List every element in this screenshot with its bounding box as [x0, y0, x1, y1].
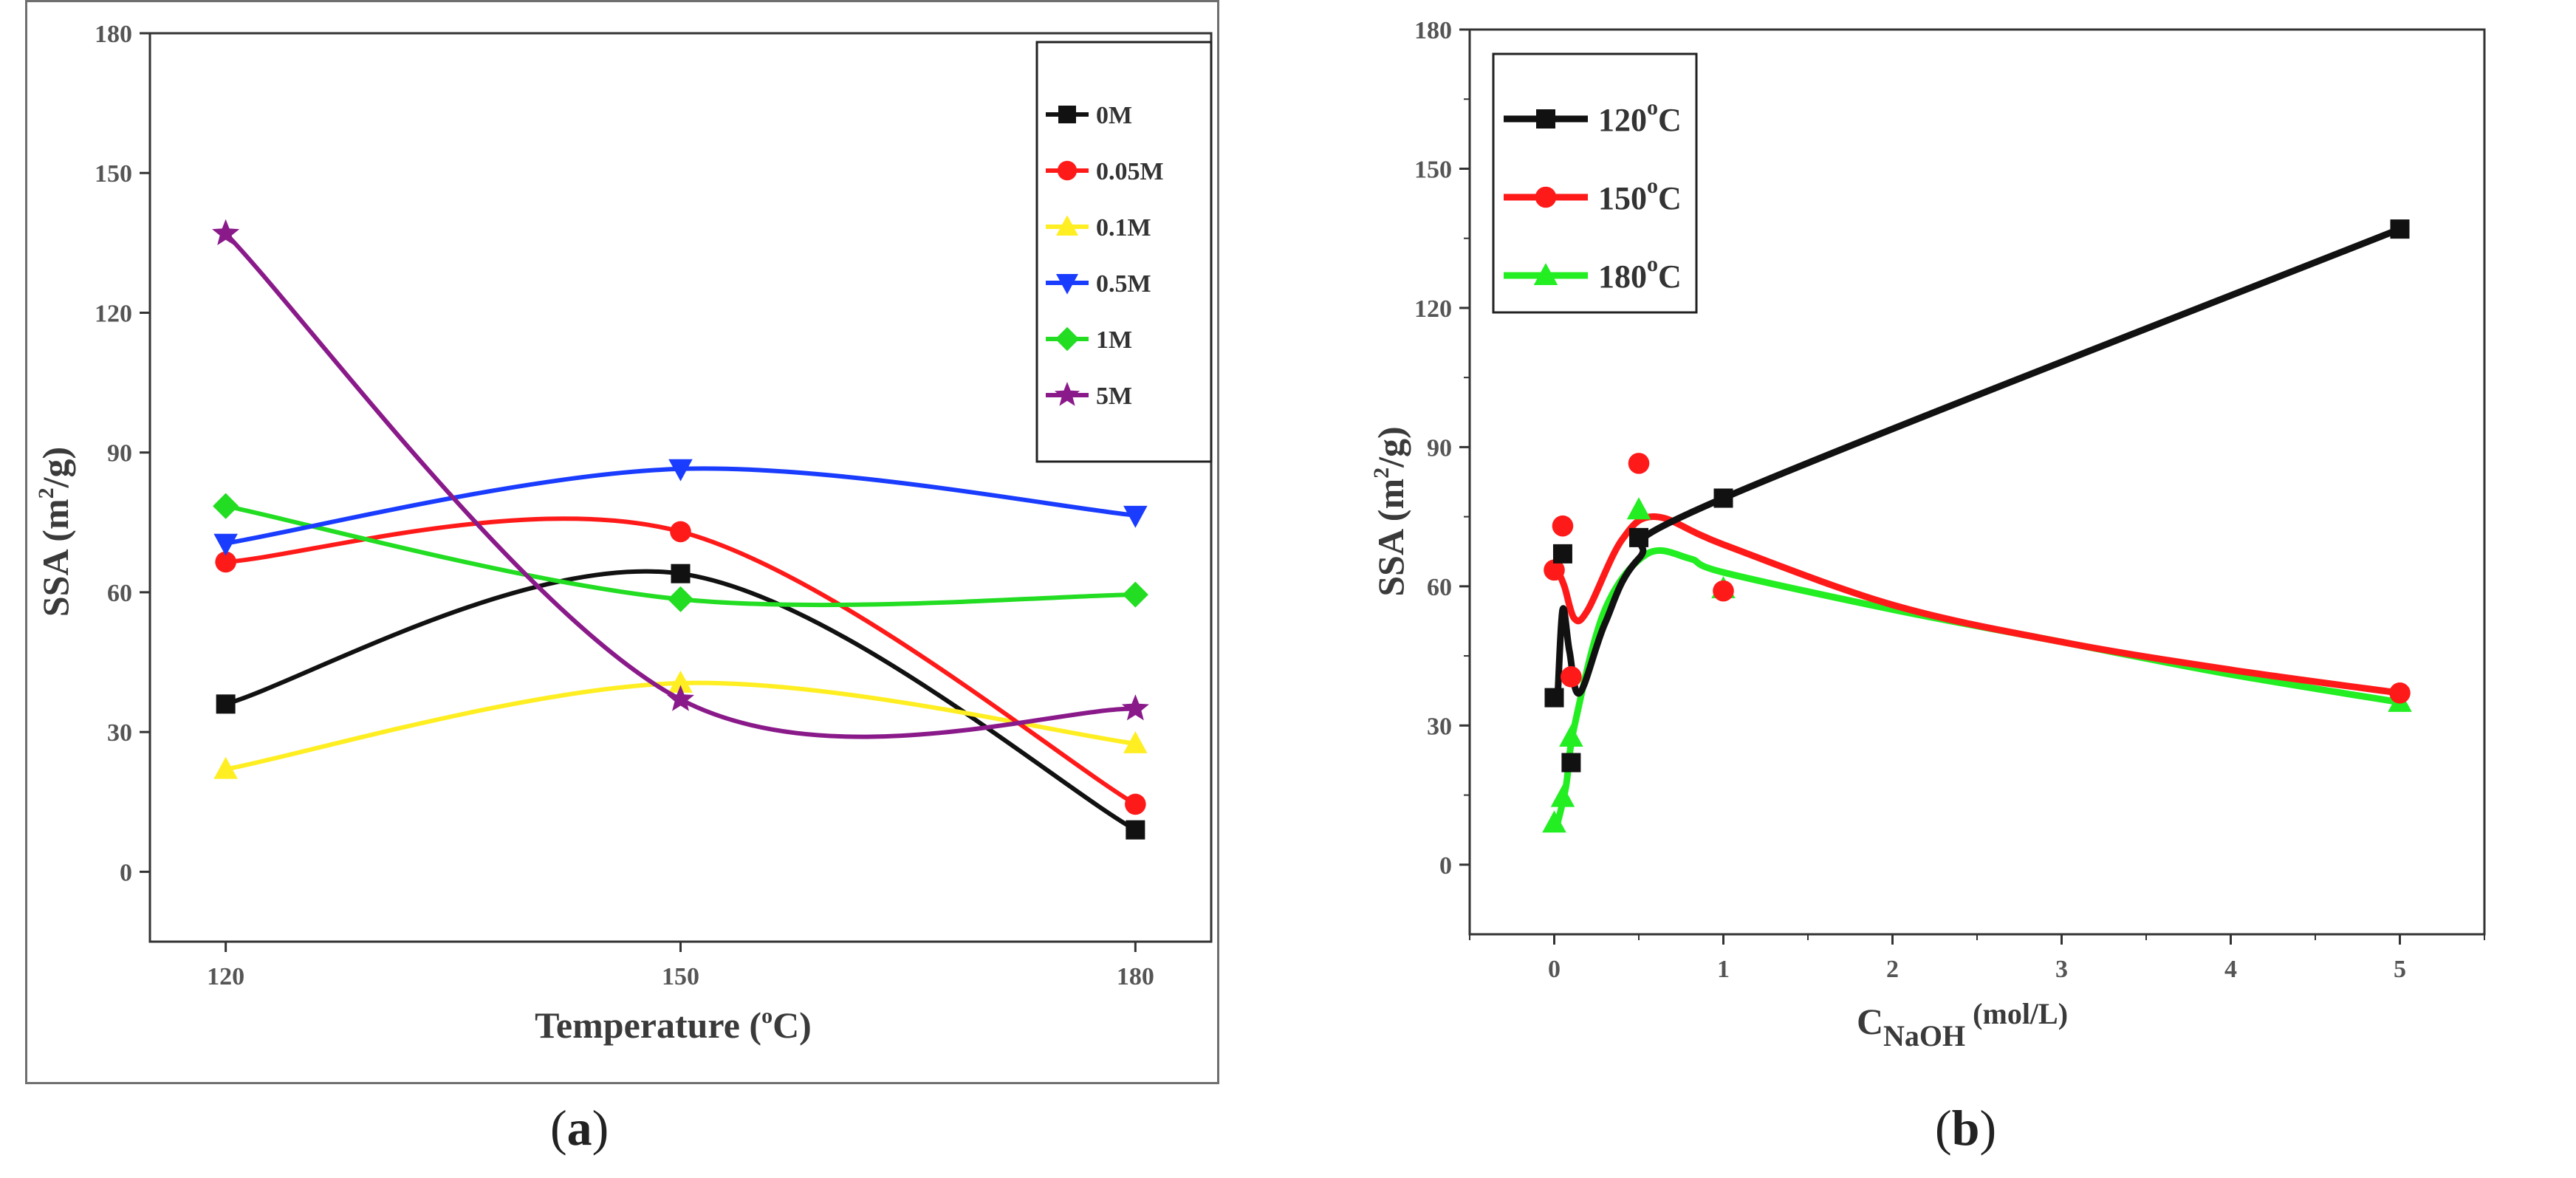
y-tick-label-a: 90 [107, 440, 132, 468]
y-tick-label-a: 120 [95, 300, 132, 327]
legend-label-0.05M: 0.05M [1096, 158, 1164, 185]
legend-label-150C: 150oC [1598, 174, 1682, 216]
data-point-0.5M [213, 533, 238, 556]
y-tick-label-b: 120 [1414, 295, 1452, 323]
x-tick-label-b: 1 [1717, 956, 1730, 983]
data-point-120C [1629, 527, 1648, 547]
data-point-150C [1713, 580, 1734, 602]
legend-label-120C: 120oC [1598, 95, 1682, 138]
panel-label-a: (a) [550, 1100, 609, 1156]
y-tick-label-b: 180 [1414, 17, 1452, 44]
data-point-150C [1561, 666, 1582, 688]
x-tick-label-b: 5 [2394, 956, 2406, 983]
legend-marker-0.05M [1057, 160, 1078, 181]
data-point-120C [1544, 688, 1564, 708]
x-tick-label-a: 120 [207, 963, 244, 990]
data-point-180C [1626, 497, 1651, 520]
data-point-5M [667, 685, 694, 711]
legend-marker-5M [1054, 382, 1080, 406]
panel-label-b: (b) [1935, 1100, 1997, 1156]
data-point-0.5M [668, 459, 693, 482]
data-point-150C [2389, 682, 2411, 704]
series-line-180C [1554, 547, 2403, 826]
data-point-0.1M [1123, 731, 1148, 753]
data-point-1M [1122, 581, 1148, 608]
data-point-0M [216, 694, 236, 714]
data-point-0M [1126, 820, 1145, 840]
x-tick-label-a: 180 [1117, 963, 1154, 990]
series-line-120C [1554, 225, 2403, 702]
legend-marker-120C [1536, 109, 1555, 129]
y-tick-label-a: 30 [107, 719, 132, 747]
data-point-150C [1628, 453, 1650, 474]
legend-label-1M: 1M [1096, 326, 1132, 354]
data-point-180C [1550, 784, 1575, 807]
data-point-0.5M [1123, 505, 1148, 528]
data-point-0.1M [668, 671, 693, 693]
legend-b [1492, 52, 1698, 314]
data-point-180C [1542, 810, 1566, 833]
y-tick-label-a: 180 [95, 21, 132, 48]
data-point-120C [2390, 219, 2410, 239]
legend-label-180C: 180oC [1598, 252, 1682, 295]
y-axis-title-a: SSA (m2/g) [34, 447, 76, 617]
x-axis-title-a: Temperature (oC) [535, 1004, 812, 1046]
data-point-1M [213, 493, 239, 519]
legend-marker-1M [1055, 326, 1080, 352]
series-line-150C [1554, 513, 2403, 696]
legend-marker-0M [1058, 106, 1076, 123]
legend-marker-180C [1533, 263, 1558, 285]
data-point-0.05M [215, 551, 236, 573]
legend-marker-150C [1535, 186, 1557, 208]
y-tick-label-b: 0 [1439, 852, 1452, 880]
y-axis-title-b: SSA (m2/g) [1369, 426, 1411, 596]
series-line-5M [223, 231, 1138, 739]
data-point-150C [1552, 515, 1574, 537]
x-tick-label-b: 4 [2224, 956, 2237, 983]
data-point-180C [1559, 725, 1583, 747]
data-point-1M [667, 586, 694, 612]
x-tick-label-b: 2 [1886, 956, 1899, 983]
y-tick-label-a: 150 [95, 160, 132, 188]
legend-label-0.1M: 0.1M [1096, 214, 1151, 242]
y-tick-label-a: 0 [120, 859, 132, 886]
x-axis-title-b: CNaOH (mol/L) [1857, 997, 2068, 1052]
data-point-0M [671, 564, 691, 583]
data-point-0.05M [670, 521, 691, 543]
y-tick-label-b: 150 [1414, 156, 1452, 183]
data-point-0.05M [1125, 793, 1146, 815]
data-point-120C [1552, 544, 1572, 564]
y-tick-label-a: 60 [107, 580, 132, 607]
legend-label-0M: 0M [1096, 102, 1132, 129]
legend-marker-0.5M [1056, 274, 1078, 295]
legend-label-5M: 5M [1096, 383, 1132, 410]
legend-marker-0.1M [1056, 215, 1078, 236]
data-point-0.1M [213, 756, 238, 779]
y-tick-label-b: 60 [1427, 574, 1452, 601]
x-tick-label-b: 0 [1548, 956, 1561, 983]
y-tick-label-b: 90 [1427, 434, 1452, 462]
legend-label-0.5M: 0.5M [1096, 270, 1151, 298]
data-point-5M [212, 219, 240, 245]
x-tick-label-b: 3 [2055, 956, 2068, 983]
data-point-150C [1544, 559, 1565, 581]
y-tick-label-b: 30 [1427, 713, 1452, 740]
data-point-5M [1121, 694, 1149, 721]
data-point-120C [1713, 488, 1733, 508]
data-point-120C [1561, 753, 1581, 773]
x-tick-label-a: 150 [662, 963, 699, 990]
